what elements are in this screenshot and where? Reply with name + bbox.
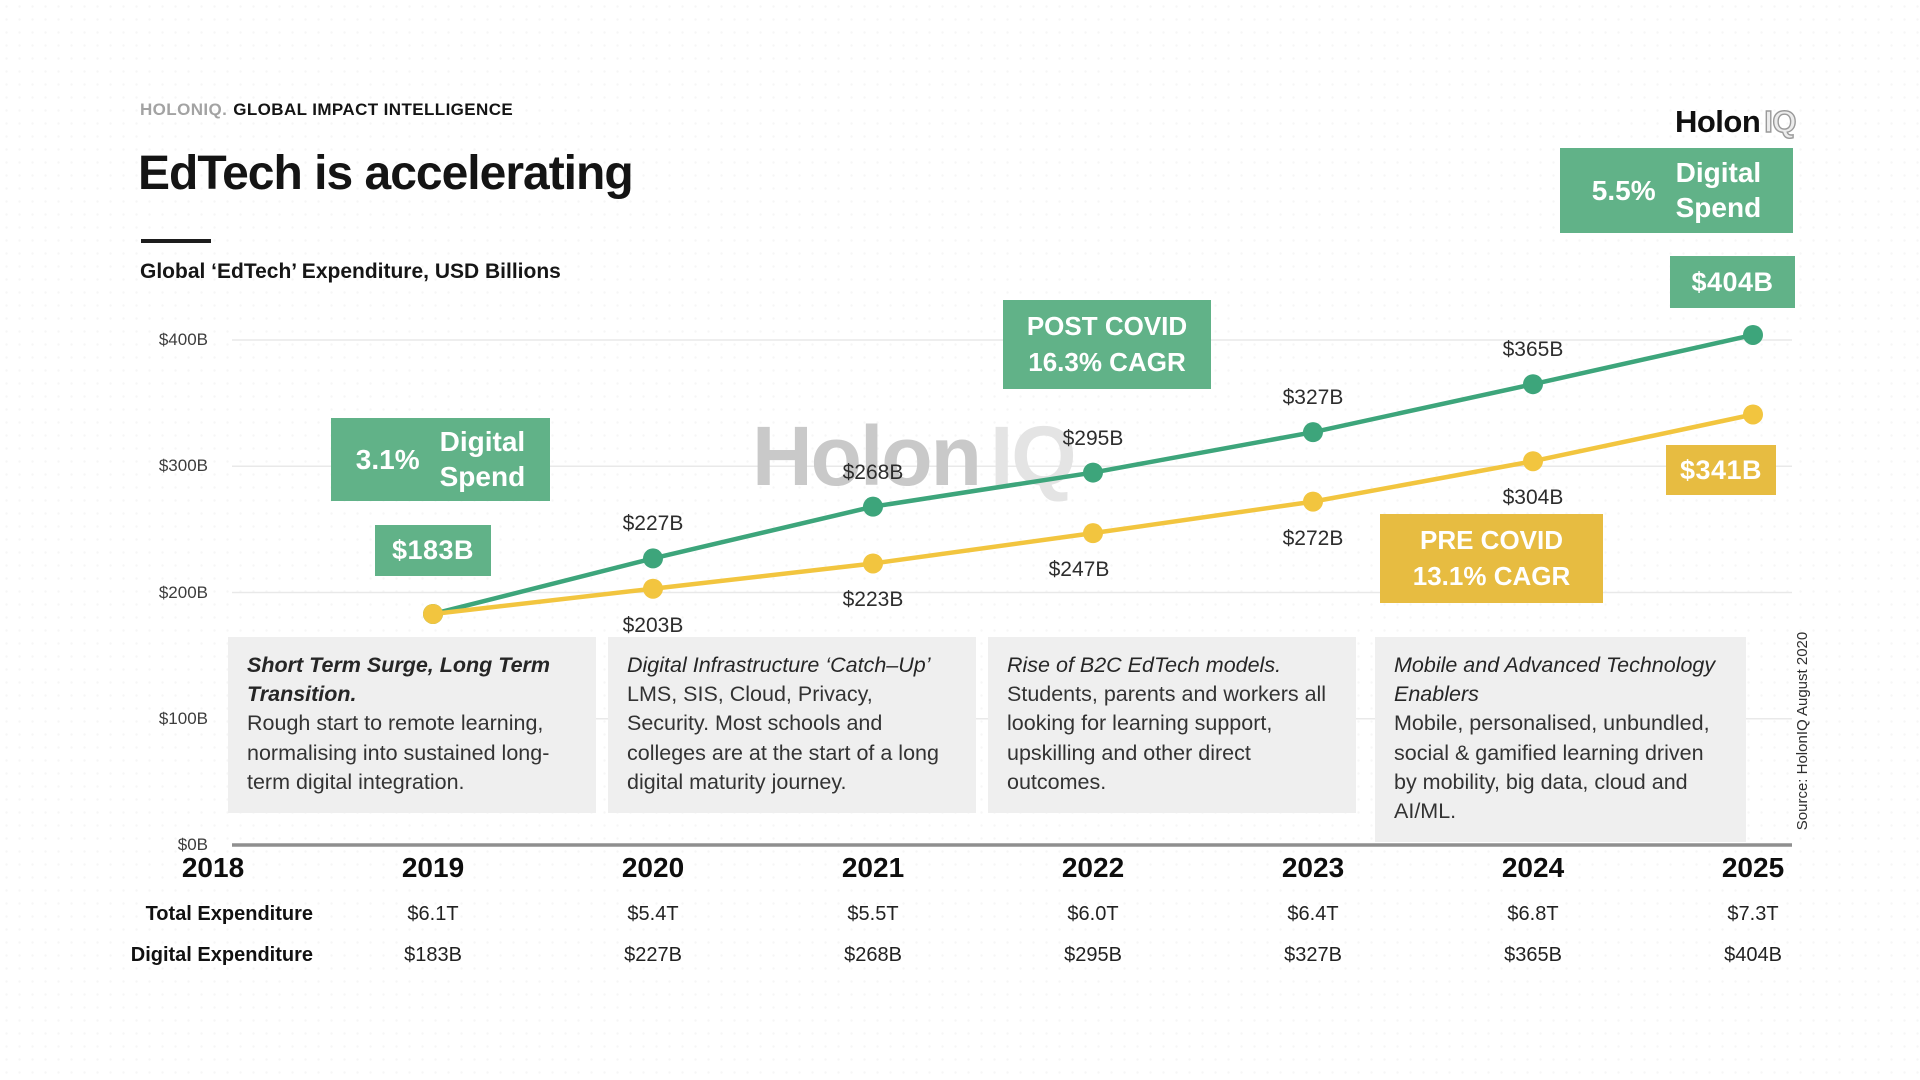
- year-label-2025: 2025: [1721, 852, 1785, 883]
- green-data-point: [1303, 422, 1323, 443]
- annotation-body: Mobile, personalised, unbundled, social …: [1394, 711, 1710, 824]
- table-row-label: Total Expenditure: [145, 903, 313, 925]
- green-point-label: $327B: [1282, 386, 1344, 410]
- table-cell: $5.4T: [627, 903, 679, 925]
- annotation-title: Rise of B2C EdTech models.: [1007, 653, 1282, 677]
- yellow-data-point: [643, 578, 663, 599]
- brand-text: HOLONIQ.: [140, 100, 228, 119]
- year-label-2022: 2022: [1061, 852, 1125, 883]
- green-point-label: $365B: [1502, 338, 1564, 362]
- table-cell: $227B: [624, 944, 682, 966]
- yellow-data-point: [863, 553, 883, 574]
- annotation-box-4: Mobile and Advanced Technology Enablers …: [1375, 637, 1746, 843]
- green-point-label: $227B: [622, 512, 684, 536]
- annotation-box-3: Rise of B2C EdTech models. Students, par…: [988, 637, 1356, 814]
- pre-covid-line2: 13.1% CAGR: [1412, 560, 1571, 591]
- brandline: HOLONIQ. GLOBAL IMPACT INTELLIGENCE: [140, 100, 513, 120]
- y-tick-label: $200B: [158, 582, 208, 602]
- annotation-box-2: Digital Infrastructure ‘Catch–Up’ LMS, S…: [608, 637, 976, 814]
- yellow-data-point: [1743, 404, 1763, 425]
- yellow-data-point: [1083, 523, 1103, 544]
- digital-spend-2025-label: Digital Spend: [1675, 157, 1762, 223]
- annotation-title: Short Term Surge, Long Term Transition.: [247, 653, 551, 707]
- table-cell: $6.8T: [1507, 903, 1559, 925]
- yellow-data-point: [1523, 451, 1543, 472]
- pre-covid-line1: PRE COVID: [1419, 525, 1564, 556]
- table-cell: $268B: [844, 944, 902, 966]
- post-covid-line2: 16.3% CAGR: [1028, 346, 1186, 377]
- year-label-2018: 2018: [181, 852, 245, 883]
- yellow-data-point: [423, 603, 443, 624]
- table-cell: $327B: [1284, 944, 1342, 966]
- table-cell: $183B: [404, 944, 462, 966]
- year-label-2021: 2021: [841, 852, 905, 883]
- chart-subtitle: Global ‘EdTech’ Expenditure, USD Billion…: [140, 260, 561, 283]
- digital-spend-2025-pct: 5.5%: [1591, 174, 1656, 206]
- table-cell: $6.1T: [407, 903, 459, 925]
- y-tick-label: $100B: [158, 708, 208, 728]
- green-data-point: [643, 548, 663, 569]
- yellow-point-label: $272B: [1282, 526, 1344, 550]
- title-underline: [141, 239, 211, 243]
- logo-secondary: IQ: [1764, 103, 1798, 139]
- yellow-point-label: $247B: [1048, 558, 1110, 582]
- table-cell: $295B: [1064, 944, 1122, 966]
- end-value-green-badge: $404B: [1670, 256, 1795, 308]
- green-point-label: $295B: [1062, 426, 1124, 450]
- year-label-2023: 2023: [1281, 852, 1345, 883]
- annotation-title: Mobile and Advanced Technology Enablers: [1394, 653, 1716, 707]
- logo-primary: Holon: [1674, 104, 1761, 139]
- year-label-2019: 2019: [401, 852, 465, 883]
- annotation-title: Digital Infrastructure ‘Catch–Up’: [627, 653, 931, 677]
- table-cell: $7.3T: [1727, 903, 1779, 925]
- source-note: Source: HolonIQ August 2020: [1794, 631, 1811, 831]
- green-point-label: $268B: [842, 460, 904, 484]
- year-label-2024: 2024: [1501, 852, 1565, 883]
- green-data-point: [1083, 462, 1103, 483]
- yellow-point-label: $223B: [842, 588, 904, 612]
- annotation-box-1: Short Term Surge, Long Term Transition. …: [228, 637, 596, 814]
- digital-spend-2019-badge: 3.1% Digital Spend: [331, 418, 550, 501]
- y-tick-label: $300B: [158, 456, 208, 476]
- green-data-point: [1523, 374, 1543, 395]
- digital-spend-2025-badge: 5.5% Digital Spend: [1560, 148, 1793, 233]
- page-title: EdTech is accelerating: [138, 147, 634, 200]
- y-tick-label: $400B: [158, 330, 208, 349]
- table-cell: $404B: [1724, 944, 1782, 966]
- tagline-text: GLOBAL IMPACT INTELLIGENCE: [233, 100, 514, 119]
- start-value-badge: $183B: [375, 525, 491, 576]
- table-row-label: Digital Expenditure: [130, 944, 313, 966]
- digital-spend-2019-pct: 3.1%: [355, 443, 420, 475]
- post-covid-line1: POST COVID: [1026, 311, 1188, 342]
- watermark-primary: Holon: [752, 409, 982, 503]
- yellow-data-point: [1303, 491, 1323, 512]
- y-tick-label: $0B: [177, 835, 208, 854]
- annotation-body: LMS, SIS, Cloud, Privacy, Security. Most…: [627, 682, 939, 794]
- digital-spend-2019-label: Digital Spend: [439, 426, 526, 492]
- end-value-yellow-badge: $341B: [1666, 445, 1776, 495]
- table-cell: $6.4T: [1287, 903, 1339, 925]
- yellow-point-label: $203B: [622, 613, 684, 637]
- post-covid-badge: POST COVID 16.3% CAGR: [1003, 300, 1211, 389]
- year-label-2020: 2020: [621, 852, 685, 883]
- holoniq-logo: Holon IQ: [1636, 103, 1798, 140]
- yellow-point-label: $304B: [1502, 486, 1564, 510]
- table-cell: $6.0T: [1067, 903, 1119, 925]
- green-data-point: [1743, 324, 1763, 345]
- pre-covid-badge: PRE COVID 13.1% CAGR: [1380, 514, 1603, 603]
- annotation-body: Students, parents and workers all lookin…: [1007, 682, 1327, 794]
- table-cell: $365B: [1504, 944, 1562, 966]
- annotation-body: Rough start to remote learning, normalis…: [247, 711, 550, 794]
- table-cell: $5.5T: [847, 903, 899, 925]
- green-data-point: [863, 496, 883, 517]
